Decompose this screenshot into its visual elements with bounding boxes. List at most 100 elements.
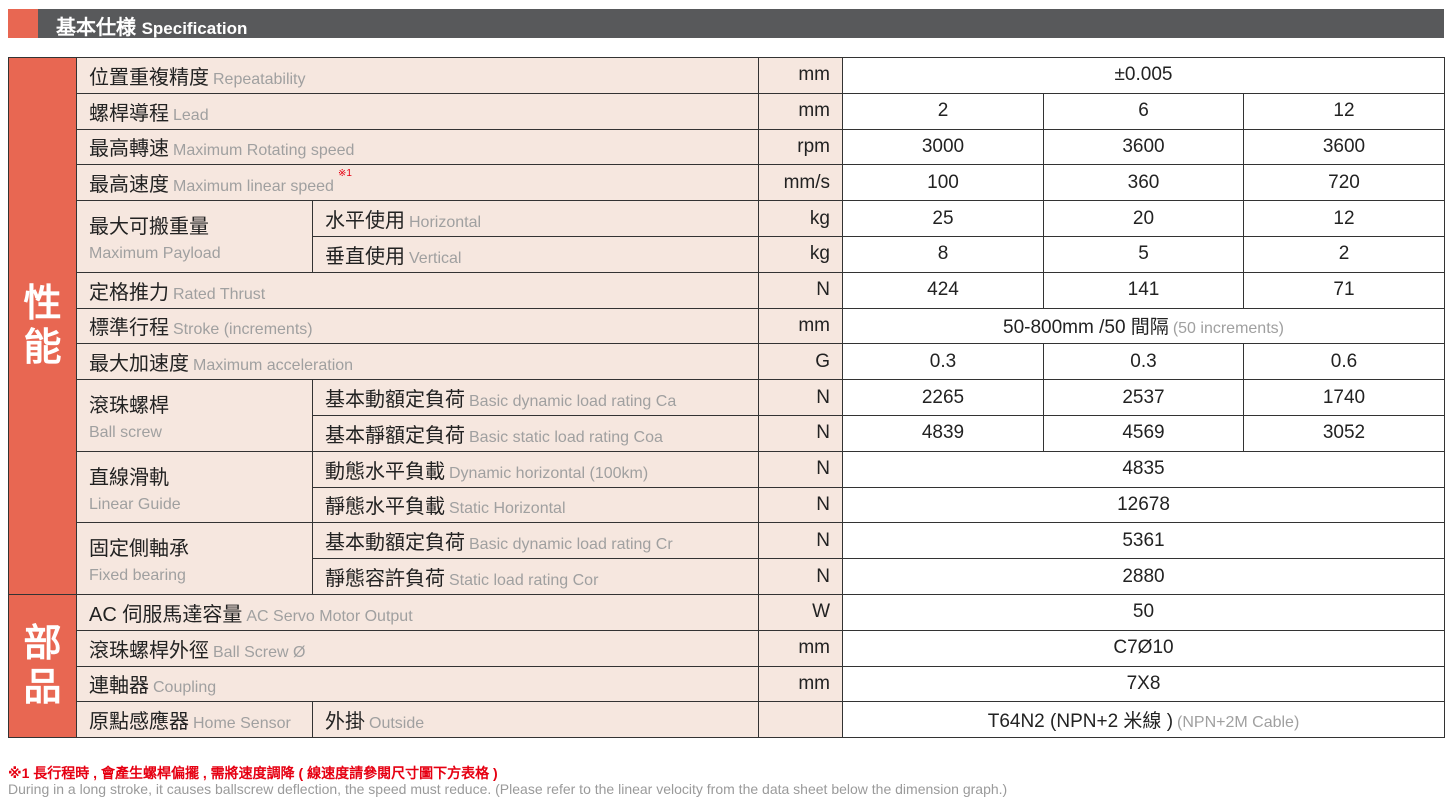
- unit-cell: rpm: [758, 128, 843, 166]
- unit-cell: mm: [758, 629, 843, 667]
- row-label: 位置重複精度 Repeatability: [76, 57, 759, 94]
- value-cell: 12: [1243, 200, 1445, 237]
- row-label: 最高轉速 Maximum Rotating speed: [76, 128, 759, 166]
- value-cell: 0.3: [1043, 343, 1244, 381]
- value-cell: 4569: [1043, 414, 1244, 452]
- table-row: 靜態容許負荷 Static load rating Cor N 2880: [9, 558, 1445, 595]
- value-cell: 4839: [842, 414, 1044, 452]
- value-cell: C7Ø10: [842, 629, 1445, 667]
- sub-label: 垂直使用 Vertical: [312, 235, 759, 273]
- label-zh: 動態水平負載: [325, 460, 445, 483]
- label-en: Rated Thrust: [173, 285, 266, 303]
- title-zh: 基本仕様: [56, 17, 136, 39]
- label-zh: AC 伺服馬達容量: [89, 603, 243, 626]
- value-cell: 2265: [842, 379, 1044, 416]
- sub-label: 基本動額定負荷 Basic dynamic load rating Cr: [312, 522, 759, 560]
- label-en: Outside: [369, 715, 425, 733]
- label-zh: 靜態水平負載: [325, 496, 445, 519]
- sub-label: 動態水平負載 Dynamic horizontal (100km): [312, 450, 759, 488]
- value-cell: 50-800mm /50 間隔 (50 increments): [842, 307, 1445, 345]
- table-row: 固定側軸承 Fixed bearing 基本動額定負荷 Basic dynamic l…: [9, 522, 1445, 595]
- unit-cell: mm: [758, 307, 843, 345]
- value-cell: 3600: [1243, 128, 1445, 166]
- table-row: 定格推力 Rated Thrust N 424 141 71: [9, 271, 1445, 309]
- label-zh: 最大可搬重量: [89, 215, 209, 238]
- unit-cell: mm/s: [758, 164, 843, 202]
- footnote-en: During in a long stroke, it causes balls…: [8, 781, 1008, 797]
- unit-cell: N: [758, 522, 843, 560]
- sub-label: 基本動額定負荷 Basic dynamic load rating Ca: [312, 379, 759, 416]
- table-row: 連軸器 Coupling mm 7X8: [9, 665, 1445, 703]
- label-en: Maximum acceleration: [193, 357, 354, 375]
- value-cell: 5361: [842, 522, 1445, 560]
- spec-table: 性能位置重複精度 Repeatability mm ±0.005 螺桿導程 Lead mm 2…: [8, 57, 1445, 739]
- label-en: Home Sensor: [193, 715, 291, 733]
- label-zh: 基本靜額定負荷: [325, 424, 465, 447]
- value-text: ±0.005: [1114, 64, 1173, 86]
- value-text: C7Ø10: [1113, 637, 1174, 659]
- label-zh: 最高速度: [89, 174, 169, 197]
- label-en: Lead: [173, 106, 209, 124]
- label-en: Ball Screw Ø: [213, 643, 306, 661]
- group-label: 固定側軸承 Fixed bearing: [76, 522, 313, 595]
- label-en: Maximum Rotating speed: [173, 142, 355, 160]
- label-en: Repeatability: [213, 70, 306, 88]
- label-en: Dynamic horizontal (100km): [449, 464, 649, 482]
- value-cell: 71: [1243, 271, 1445, 309]
- value-cell: 3600: [1043, 128, 1244, 166]
- section-label: 部品: [8, 593, 77, 739]
- value-en: (50 increments): [1172, 320, 1284, 338]
- table-row: 性能位置重複精度 Repeatability mm ±0.005: [8, 57, 1445, 595]
- row-label: 連軸器 Coupling: [76, 665, 759, 703]
- label-en: Maximum Payload: [89, 244, 221, 262]
- value-cell: 50: [842, 593, 1445, 631]
- value-cell: 2: [842, 92, 1044, 130]
- value-cell: 360: [1043, 164, 1244, 202]
- row-label: 螺桿導程 Lead: [76, 92, 759, 130]
- label-zh: 位置重複精度: [89, 66, 209, 89]
- title-en: Specification: [141, 19, 248, 38]
- unit-cell: mm: [758, 665, 843, 703]
- value-cell: T64N2 (NPN+2 米線 ) (NPN+2M Cable): [842, 701, 1445, 739]
- label-zh: 直線滑軌: [89, 466, 169, 489]
- table-row: 標準行程 Stroke (increments) mm 50-800mm /50 間隔…: [9, 307, 1445, 345]
- label-zh: 連軸器: [89, 675, 149, 698]
- value-text: 50: [1132, 601, 1155, 623]
- label-zh: 靜態容許負荷: [325, 568, 445, 591]
- value-cell: 3052: [1243, 414, 1445, 452]
- group-label: 最大可搬重量 Maximum Payload: [76, 200, 313, 273]
- label-zh: 原點感應器: [89, 711, 189, 734]
- value-text: 7X8: [1126, 672, 1161, 694]
- label-zh: 滾珠螺桿: [89, 394, 169, 417]
- table-row: 最大加速度 Maximum acceleration G 0.3 0.3 0.6: [9, 343, 1445, 381]
- unit-cell: mm: [758, 57, 843, 94]
- table-row: 最高速度 Maximum linear speed※1 mm/s 100 360 720: [9, 164, 1445, 202]
- value-cell: 25: [842, 200, 1044, 237]
- value-cell: ±0.005: [842, 57, 1445, 94]
- value-cell: 12678: [842, 486, 1445, 524]
- label-en: Fixed bearing: [89, 567, 186, 585]
- table-row: 螺桿導程 Lead mm 2 6 12: [9, 92, 1445, 130]
- header-accent: [8, 9, 38, 38]
- row-label: 最高速度 Maximum linear speed※1: [76, 164, 759, 202]
- value-text: 12678: [1117, 493, 1170, 515]
- sub-label: 基本靜額定負荷 Basic static load rating Coa: [312, 414, 759, 452]
- value-text: 4835: [1122, 458, 1165, 480]
- group-label: 滾珠螺桿 Ball screw: [76, 379, 313, 452]
- footnote-ref: ※1: [337, 168, 352, 180]
- label-zh: 外掛: [325, 711, 365, 734]
- label-zh: 標準行程: [89, 317, 169, 340]
- label-en: Basic dynamic load rating Cr: [469, 536, 673, 554]
- label-zh: 滾珠螺桿外徑: [89, 639, 209, 662]
- value-cell: 2: [1243, 235, 1445, 273]
- value-cell: 100: [842, 164, 1044, 202]
- section-title-char: 品: [23, 667, 62, 710]
- label-en: Static Horizontal: [449, 500, 566, 518]
- value-en: (NPN+2M Cable): [1177, 714, 1300, 732]
- value-cell: 141: [1043, 271, 1244, 309]
- table-row: 滾珠螺桿外徑 Ball Screw Ø mm C7Ø10: [9, 629, 1445, 667]
- label-en: Linear Guide: [89, 495, 181, 513]
- section-title-char: 性: [23, 282, 62, 325]
- sub-label: 靜態水平負載 Static Horizontal: [312, 486, 759, 524]
- label-en: Basic dynamic load rating Ca: [469, 393, 677, 411]
